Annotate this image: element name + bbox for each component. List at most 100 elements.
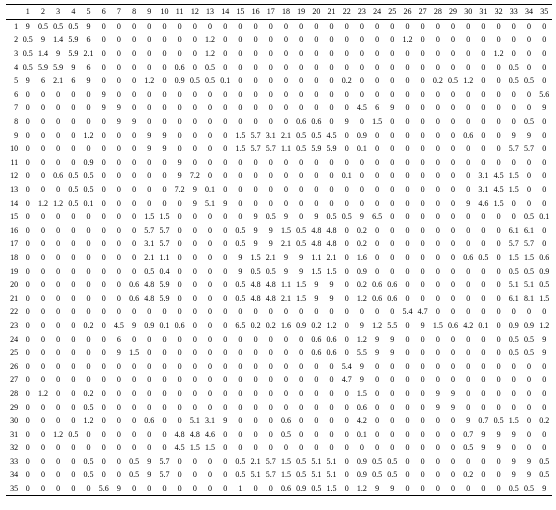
cell: 0 <box>202 346 217 360</box>
cell: 9 <box>521 455 536 469</box>
cell: 2.1 <box>278 128 293 142</box>
cell: 0 <box>537 359 552 373</box>
cell: 0 <box>521 47 536 61</box>
cell: 0 <box>430 373 445 387</box>
table-row: 17000000003.15.700000.5992.10.54.84.800.… <box>6 237 552 251</box>
cell: 0 <box>81 332 96 346</box>
table-row: 130000.50.5000007.290.100000000000000000… <box>6 183 552 197</box>
cell: 0.9 <box>354 468 369 482</box>
cell: 0 <box>537 224 552 238</box>
cell: 0 <box>35 224 50 238</box>
cell: 0.2 <box>354 278 369 292</box>
row-header: 3 <box>6 47 20 61</box>
cell: 0 <box>35 482 50 496</box>
cell: 0.5 <box>294 224 309 238</box>
cell: 0 <box>218 387 233 401</box>
cell: 0 <box>248 414 263 428</box>
cell: 0 <box>400 291 415 305</box>
cell: 5.7 <box>521 142 536 156</box>
cell: 0 <box>415 278 430 292</box>
cell: 0.5 <box>324 210 339 224</box>
cell: 0 <box>126 224 141 238</box>
cell: 0 <box>157 47 172 61</box>
cell: 0 <box>385 441 400 455</box>
cell: 9 <box>430 387 445 401</box>
cell: 0 <box>126 47 141 61</box>
cell: 0 <box>369 60 384 74</box>
cell: 0 <box>20 237 35 251</box>
cell: 0 <box>202 101 217 115</box>
cell: 1.2 <box>142 74 157 88</box>
cell: 0 <box>476 101 491 115</box>
cell: 3.1 <box>476 169 491 183</box>
cell: 0.5 <box>126 455 141 469</box>
cell: 0 <box>263 332 278 346</box>
cell: 0 <box>263 373 278 387</box>
cell: 0 <box>111 210 126 224</box>
cell: 5.1 <box>324 468 339 482</box>
cell: 0 <box>445 88 460 102</box>
cell: 0 <box>415 210 430 224</box>
cell: 0 <box>233 156 248 170</box>
cell: 1.5 <box>126 346 141 360</box>
cell: 0 <box>415 251 430 265</box>
cell: 0.7 <box>461 427 476 441</box>
cell: 0 <box>81 142 96 156</box>
cell: 0 <box>20 210 35 224</box>
cell: 0 <box>491 373 506 387</box>
cell: 1.5 <box>324 264 339 278</box>
cell: 0 <box>172 387 187 401</box>
cell: 0.5 <box>521 346 536 360</box>
cell: 0 <box>491 291 506 305</box>
cell: 0 <box>157 183 172 197</box>
cell: 0 <box>248 359 263 373</box>
cell: 9 <box>66 60 81 74</box>
cell: 0 <box>445 332 460 346</box>
cell: 0 <box>81 251 96 265</box>
cell: 0 <box>278 305 293 319</box>
cell: 0 <box>476 373 491 387</box>
cell: 9 <box>369 482 384 496</box>
cell: 0 <box>20 400 35 414</box>
cell: 1.5 <box>294 278 309 292</box>
cell: 0 <box>233 88 248 102</box>
cell: 0 <box>430 305 445 319</box>
cell: 5.7 <box>157 455 172 469</box>
cell: 0 <box>430 332 445 346</box>
cell: 0 <box>400 115 415 129</box>
cell: 0 <box>96 278 111 292</box>
cell: 0 <box>35 332 50 346</box>
cell: 0 <box>263 88 278 102</box>
col-header: 19 <box>294 5 309 20</box>
cell: 0.5 <box>506 74 521 88</box>
col-header: 20 <box>309 5 324 20</box>
cell: 0 <box>278 346 293 360</box>
cell: 0 <box>537 373 552 387</box>
cell: 0 <box>400 319 415 333</box>
cell: 0 <box>476 291 491 305</box>
cell: 9 <box>142 142 157 156</box>
cell: 0 <box>248 332 263 346</box>
cell: 0 <box>35 291 50 305</box>
cell: 0 <box>96 237 111 251</box>
cell: 0 <box>20 346 35 360</box>
cell: 0 <box>461 373 476 387</box>
cell: 0 <box>476 482 491 496</box>
table-row: 190.50.50.590000000000000000000000000000… <box>6 19 552 33</box>
cell: 9 <box>324 278 339 292</box>
cell: 1.2 <box>461 74 476 88</box>
cell: 0 <box>278 169 293 183</box>
cell: 0.4 <box>157 264 172 278</box>
cell: 0 <box>400 183 415 197</box>
cell: 0 <box>218 115 233 129</box>
cell: 0 <box>369 169 384 183</box>
cell: 0 <box>218 400 233 414</box>
cell: 3.1 <box>142 237 157 251</box>
cell: 0 <box>400 346 415 360</box>
col-header: 16 <box>248 5 263 20</box>
cell: 0 <box>294 332 309 346</box>
cell: 0.9 <box>521 319 536 333</box>
cell: 2.1 <box>324 251 339 265</box>
cell: 0 <box>354 33 369 47</box>
cell: 0 <box>415 455 430 469</box>
